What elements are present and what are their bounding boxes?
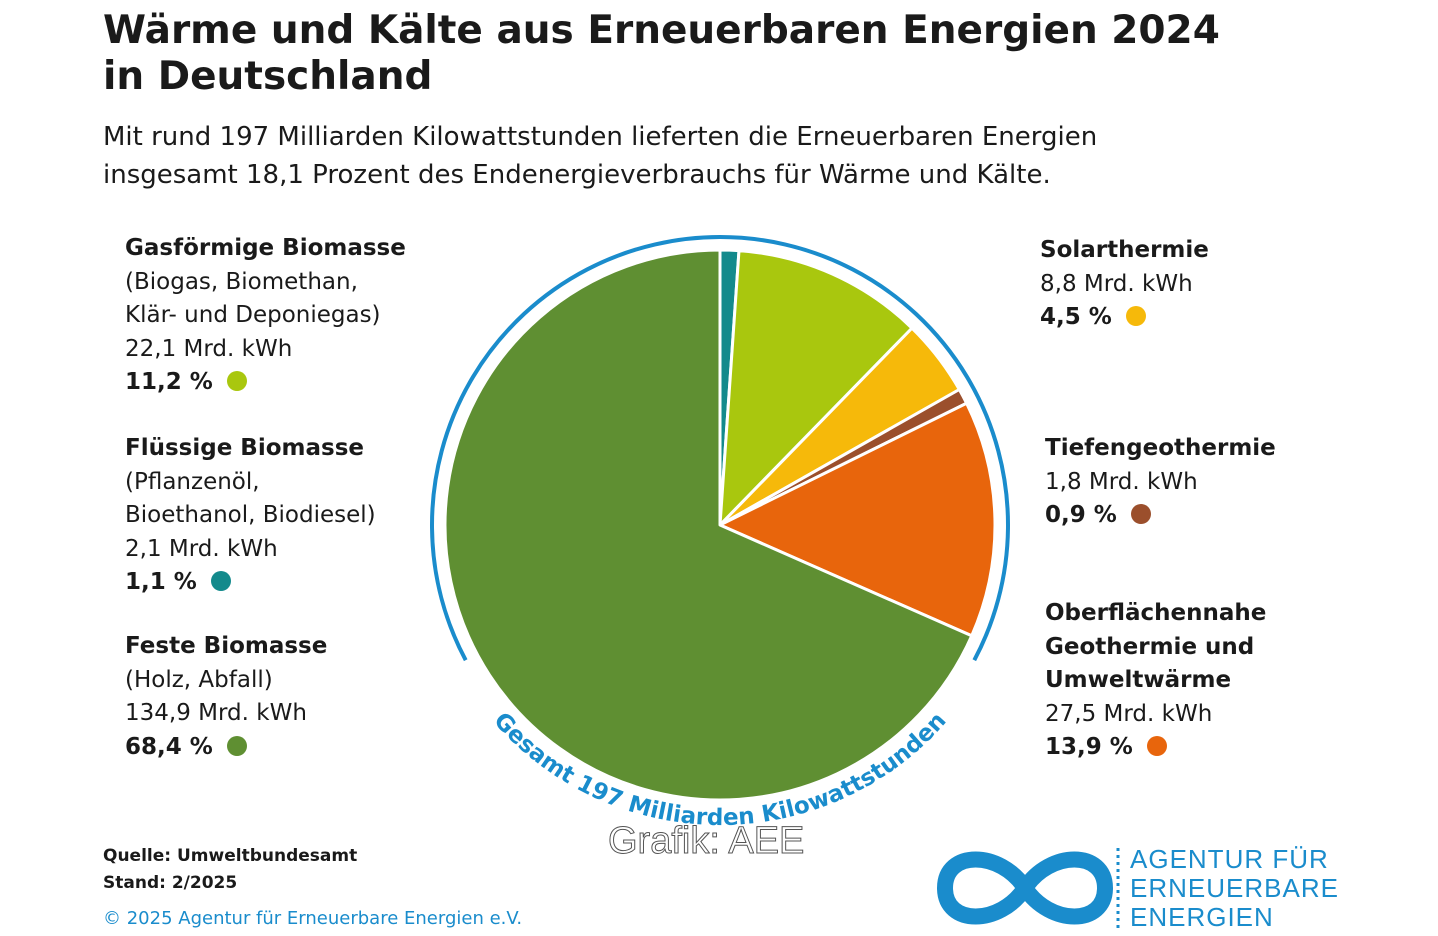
slice-percent-row: 4,5 % bbox=[1040, 301, 1340, 335]
slice-description: (Pflanzenöl, bbox=[125, 468, 260, 495]
slice-label: Oberflächennahe Geothermie und Umweltwär… bbox=[1045, 597, 1270, 765]
legend-dot bbox=[1146, 736, 1167, 756]
logo-mark bbox=[936, 851, 1114, 925]
subtitle: Mit rund 197 Milliarden Kilowattstunden … bbox=[103, 118, 1097, 194]
ring bbox=[430, 235, 1010, 662]
slice-percent-row: 11,2 % bbox=[125, 366, 425, 400]
slice-name: Feste Biomasse bbox=[125, 633, 328, 659]
copyright: © 2025 Agentur für Erneuerbare Energien … bbox=[103, 908, 523, 929]
slice-percent-row: 0,9 % bbox=[1045, 499, 1345, 533]
source-line: Quelle: Umweltbundesamt bbox=[103, 846, 358, 866]
slice-description: (Holz, Abfall) bbox=[125, 666, 273, 693]
legend-dot bbox=[226, 371, 247, 391]
value-label: 1,1 % bbox=[125, 569, 197, 595]
logo-line: ERNEUERBARE bbox=[1130, 873, 1339, 903]
value-label: 11,2 % bbox=[125, 369, 213, 395]
logo-infinity bbox=[936, 851, 1114, 925]
legend-dot bbox=[226, 735, 247, 756]
source: Quelle: Umweltbundesamt Stand: 2/2025 bbox=[103, 843, 357, 897]
slice-amount: 22,1 Mrd. kWh bbox=[125, 335, 293, 362]
slice-name: Solarthermie bbox=[1040, 237, 1209, 263]
slice-label: Feste Biomasse (Holz, Abfall) 134,9 Mrd. k… bbox=[125, 630, 425, 764]
slice-amount: 27,5 Mrd. kWh bbox=[1045, 700, 1213, 727]
slice-percent-row: 68,4 % bbox=[125, 731, 425, 765]
subtitle-line: insgesamt 18,1 Prozent des Endenergiever… bbox=[103, 160, 1051, 190]
slice-label: Tiefengeothermie 1,8 Mrd. kWh 0,9 % bbox=[1045, 432, 1345, 533]
slice-amount: 2,1 Mrd. kWh bbox=[125, 535, 278, 562]
pie-slice bbox=[718, 249, 914, 527]
slice-percent-row: 13,9 % bbox=[1045, 731, 1270, 765]
subtitle-line: Mit rund 197 Milliarden Kilowattstunden … bbox=[103, 122, 1098, 152]
slice-name: Gasförmige Biomasse bbox=[125, 235, 406, 261]
slice-amount: 134,9 Mrd. kWh bbox=[125, 700, 307, 726]
watermark: Grafik: AEE bbox=[607, 820, 805, 863]
slice-label: Gasförmige Biomasse (Biogas, Biomethan, Kl… bbox=[125, 232, 425, 400]
source-line: Stand: 2/2025 bbox=[103, 873, 238, 893]
slice-label: Flüssige Biomasse (Pflanzenöl, Bioethanol,… bbox=[125, 432, 425, 600]
slice-amount: 1,8 Mrd. kWh bbox=[1045, 468, 1198, 495]
slice-name: Flüssige Biomasse bbox=[125, 435, 364, 461]
value-label: 68,4 % bbox=[125, 733, 213, 760]
slice-name: Tiefengeothermie bbox=[1045, 435, 1276, 461]
slice-amount: 8,8 Mrd. kWh bbox=[1040, 270, 1193, 297]
logo-text: AGENTUR FÜR ERNEUERBARE ENERGIEN bbox=[1130, 845, 1339, 932]
pie-slice bbox=[443, 248, 974, 802]
legend-dot bbox=[1130, 504, 1151, 524]
pie-slice bbox=[718, 401, 997, 638]
slice-label: Solarthermie 8,8 Mrd. kWh 4,5 % bbox=[1040, 234, 1340, 335]
slice-percent-row: 1,1 % bbox=[125, 566, 425, 600]
value-label: 4,5 % bbox=[1040, 304, 1112, 330]
logo-line: ENERGIEN bbox=[1130, 902, 1274, 932]
title-line: in Deutschland bbox=[103, 54, 433, 99]
logo-line: AGENTUR FÜR bbox=[1130, 844, 1329, 874]
value-label: 13,9 % bbox=[1045, 734, 1133, 760]
slice-name: Oberflächennahe Geothermie und Umweltwär… bbox=[1045, 600, 1267, 693]
slice-description: Klär- und Deponiegas) bbox=[125, 302, 381, 328]
title-line: Wärme und Kälte aus Erneuerbaren Energie… bbox=[103, 8, 1220, 53]
slice-description: Bioethanol, Biodiesel) bbox=[125, 502, 376, 528]
legend-dot bbox=[1125, 306, 1146, 326]
title: Wärme und Kälte aus Erneuerbaren Energie… bbox=[103, 8, 1220, 100]
slice-description: (Biogas, Biomethan, bbox=[125, 268, 358, 295]
legend-dot bbox=[210, 571, 231, 591]
value-label: 0,9 % bbox=[1045, 502, 1117, 528]
